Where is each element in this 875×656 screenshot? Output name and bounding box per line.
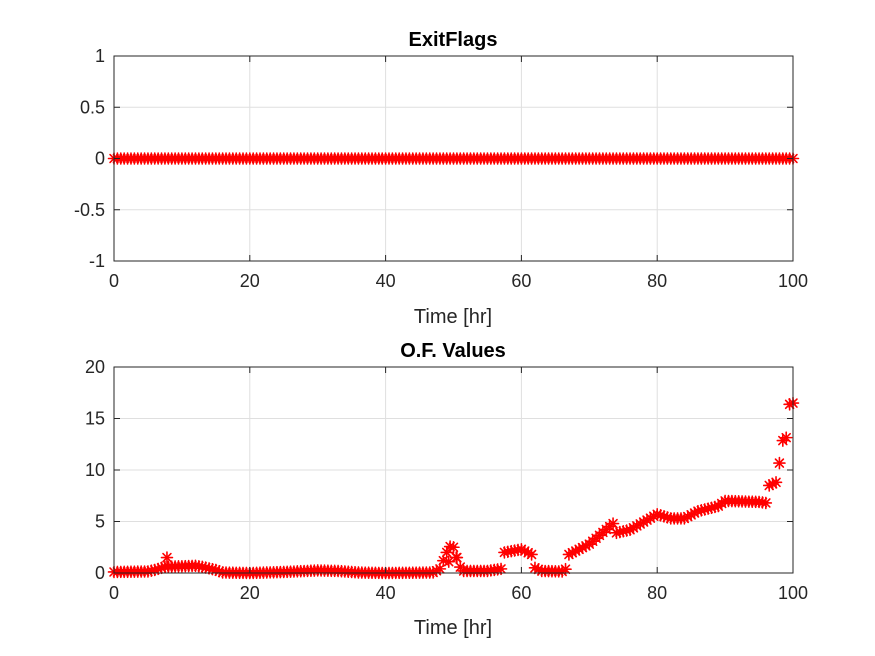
x-tick-label: 0	[109, 271, 119, 291]
ticks: 0 20 40 60 80 100 20 15 10 5 0	[85, 357, 808, 603]
data-point	[449, 551, 463, 564]
data-point	[769, 476, 783, 489]
y-tick-label: -0.5	[74, 200, 105, 220]
x-tick-label: 40	[376, 583, 396, 603]
data-point	[606, 517, 620, 530]
axes-of-values: O.F. Values Time [hr] 0 20 40 60 80 100201510…	[85, 340, 808, 639]
chart-title-of-values: O.F. Values	[400, 340, 506, 362]
x-tick-label: 100	[778, 583, 808, 603]
data-point	[160, 551, 174, 564]
y-tick-label: 0	[95, 563, 105, 583]
y-tick-label: 5	[95, 512, 105, 532]
axes-exitflags: ExitFlags Time [hr] 0 20 40 60 80 100 1 0.5 0 -0.…	[74, 29, 808, 328]
data-point	[447, 540, 460, 554]
y-tick-label: -1	[89, 251, 105, 271]
x-tick-label: 60	[511, 271, 531, 291]
data-series	[107, 396, 800, 580]
data-series	[107, 152, 800, 165]
y-tick-label: 0	[95, 149, 105, 169]
y-tick-label: 20	[85, 357, 105, 377]
data-point	[779, 431, 793, 444]
chart-title-exitflags: ExitFlags	[409, 29, 498, 51]
y-tick-label: 1	[95, 46, 105, 66]
x-axis-label-of-values: Time [hr]	[414, 617, 492, 639]
data-point	[759, 496, 773, 510]
x-tick-label: 60	[511, 583, 531, 603]
x-tick-label: 20	[240, 583, 260, 603]
data-point	[773, 456, 786, 470]
ticks: 0 20 40 60 80 100 1 0.5 0 -0.5 -1	[74, 46, 808, 291]
x-tick-label: 0	[109, 583, 119, 603]
x-axis-label-exitflags: Time [hr]	[414, 306, 492, 328]
x-tick-label: 20	[240, 271, 260, 291]
y-tick-label: 10	[85, 460, 105, 480]
y-tick-label: 15	[85, 409, 105, 429]
x-tick-label: 100	[778, 271, 808, 291]
data-point	[525, 548, 538, 561]
y-tick-label: 0.5	[80, 97, 105, 117]
x-tick-label: 40	[376, 271, 396, 291]
x-tick-label: 80	[647, 583, 667, 603]
x-tick-label: 80	[647, 271, 667, 291]
